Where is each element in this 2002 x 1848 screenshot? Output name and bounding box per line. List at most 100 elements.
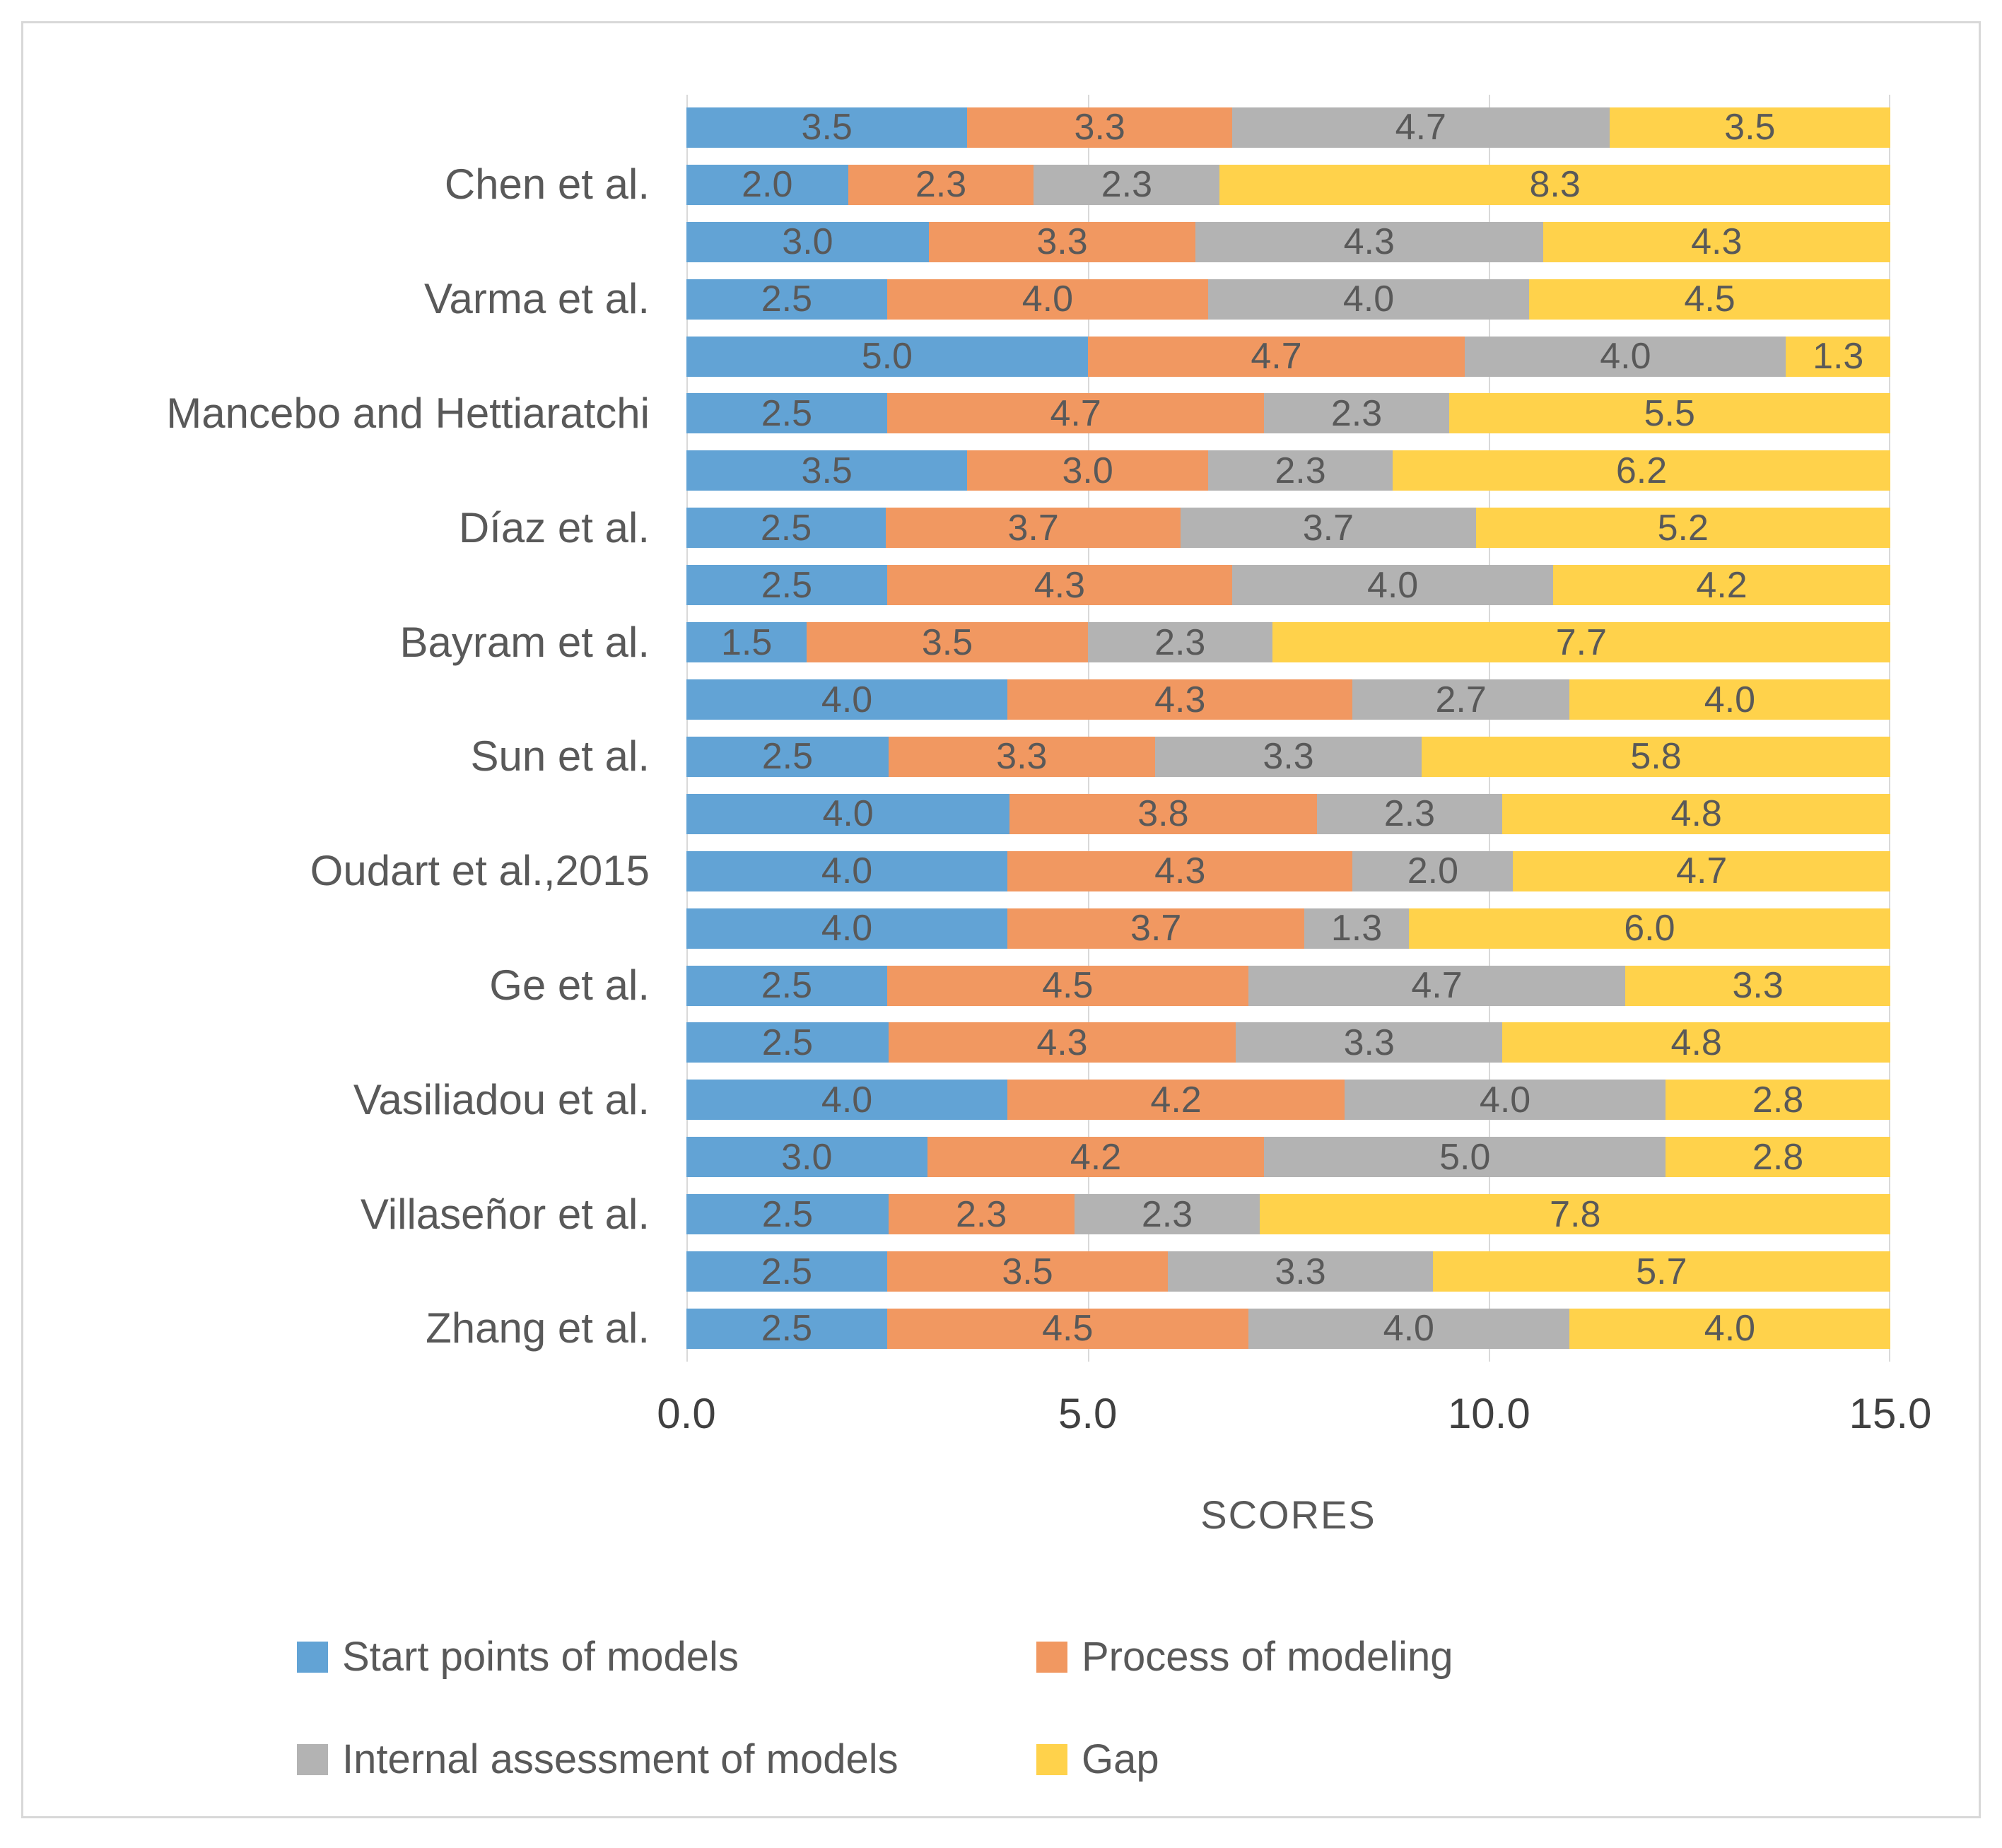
segment-value-label: 3.0 [781,1136,833,1178]
bar-segment-internal-assessment: 4.0 [1248,1308,1569,1349]
segment-value-label: 2.3 [1101,164,1153,206]
legend: Start points of models Process of modeli… [297,1633,1838,1838]
bar-segment-process: 2.3 [888,1193,1075,1235]
category-label: Mancebo and Hettiaratchi [166,389,650,437]
category-label: Zhang et al. [426,1304,650,1352]
bar-row: 5.0 4.7 4.0 1.3 [71,328,1891,385]
bar-segment-internal-assessment: 3.3 [1168,1251,1433,1292]
bar-segment-process: 3.5 [886,1251,1169,1292]
stacked-bar: 2.5 4.0 4.0 4.5 [686,279,1891,320]
segment-value-label: 4.3 [1154,679,1206,720]
bar-segment-process: 3.8 [1009,793,1317,834]
segment-value-label: 4.0 [821,850,873,892]
segment-value-label: 3.5 [1002,1251,1053,1292]
bar-segment-start-points: 2.5 [686,508,886,549]
bar-segment-internal-assessment: 2.3 [1034,164,1220,206]
stacked-bar: 3.0 3.3 4.3 4.3 [686,221,1890,263]
bar-segment-process: 4.3 [888,1022,1236,1063]
segment-value-label: 3.7 [1130,908,1182,949]
stacked-bar: 4.0 3.8 2.3 4.8 [686,793,1891,835]
bar-segment-process: 4.2 [1007,1080,1345,1121]
bar-segment-process: 3.3 [888,736,1155,778]
bar-row: 3.0 3.3 4.3 4.3 [71,214,1890,271]
segment-value-label: 2.3 [1154,621,1206,663]
bar-segment-gap: 4.3 [1543,221,1890,262]
segment-value-label: 2.5 [761,564,813,606]
bar-segment-start-points: 3.0 [686,221,929,262]
bar-segment-process: 4.7 [1087,336,1465,378]
segment-value-label: 4.0 [1704,679,1756,720]
category-label: Ge et al. [489,961,650,1010]
segment-value-label: 7.8 [1550,1193,1601,1235]
segment-value-label: 4.0 [1479,1079,1531,1121]
bar-segment-gap: 5.7 [1432,1251,1890,1292]
bar-segment-internal-assessment: 2.3 [1264,393,1449,434]
segment-value-label: 3.3 [1263,736,1314,778]
stacked-bar: 2.5 4.5 4.0 4.0 [686,1308,1891,1349]
legend-label-process: Process of modeling [1082,1634,1453,1680]
bar-segment-internal-assessment: 4.0 [1207,279,1530,320]
bar-segment-process: 4.5 [886,965,1248,1006]
stacked-bar: 2.5 3.3 3.3 5.8 [686,736,1890,778]
legend-item-process: Process of modeling [1036,1633,1453,1680]
bar-segment-process: 3.0 [967,450,1208,491]
bar-segment-process: 3.3 [967,107,1233,148]
bar-row: 2.5 3.5 3.3 5.7 [71,1243,1890,1300]
legend-label-internal-assessment: Internal assessment of models [342,1736,898,1782]
segment-value-label: 2.8 [1752,1136,1804,1178]
bar-row: Zhang et al. 2.5 4.5 4.0 4.0 [71,1300,1891,1357]
stacked-bar: 3.5 3.3 4.7 3.5 [686,107,1890,148]
bar-row: 4.0 3.8 2.3 4.8 [71,785,1891,843]
bar-segment-gap: 2.8 [1666,1136,1890,1178]
stacked-bar: 2.5 4.7 2.3 5.5 [686,393,1890,434]
bar-segment-internal-assessment: 4.0 [1344,1079,1666,1121]
segment-value-label: 4.3 [1154,850,1206,892]
bar-row: Oudart et al.,2015 4.0 4.3 2.0 4.7 [71,843,1890,900]
segment-value-label: 2.3 [1275,450,1326,491]
bar-segment-internal-assessment: 4.0 [1232,564,1554,606]
bar-segment-gap: 4.5 [1529,279,1891,320]
bar-segment-process: 4.2 [927,1137,1265,1178]
gridline-10 [1489,95,1491,1362]
bar-segment-internal-assessment: 4.7 [1248,965,1626,1006]
segment-value-label: 3.7 [1302,507,1354,549]
bar-segment-gap: 4.2 [1553,564,1890,606]
x-tick-15: 15.0 [1849,1390,1932,1437]
segment-value-label: 2.5 [761,1022,814,1063]
segment-value-label: 4.7 [1251,336,1302,378]
bar-segment-start-points: 3.5 [686,107,968,148]
bar-segment-process: 4.7 [886,393,1265,434]
segment-value-label: 2.3 [956,1193,1007,1235]
bar-segment-start-points: 4.0 [686,908,1008,949]
bar-row: Ge et al. 2.5 4.5 4.7 3.3 [71,957,1890,1014]
segment-value-label: 4.5 [1684,279,1735,320]
category-label: Chen et al. [444,160,650,209]
bar-row: Díaz et al. 2.5 3.7 3.7 5.2 [71,499,1891,556]
segment-value-label: 4.0 [821,1079,873,1121]
segment-value-label: 4.0 [822,793,874,835]
bar-segment-internal-assessment: 3.3 [1236,1022,1503,1063]
bar-segment-gap: 5.2 [1475,508,1891,549]
segment-value-label: 4.3 [1036,1022,1088,1063]
bar-segment-start-points: 4.0 [686,1079,1008,1121]
segment-value-label: 4.3 [1343,221,1395,263]
segment-value-label: 8.3 [1529,164,1581,206]
bar-row: Varma et al. 2.5 4.0 4.0 4.5 [71,271,1891,328]
legend-item-start-points: Start points of models [297,1633,1036,1680]
bar-segment-internal-assessment: 2.7 [1352,679,1569,720]
stacked-bar: 1.5 3.5 2.3 7.7 [686,621,1890,663]
segment-value-label: 4.2 [1696,564,1748,606]
legend-swatch-process-icon [1036,1641,1067,1673]
stacked-bar: 2.5 4.5 4.7 3.3 [686,965,1890,1006]
segment-value-label: 4.7 [1676,850,1728,892]
stacked-bar: 2.5 4.3 4.0 4.2 [686,564,1890,606]
segment-value-label: 3.3 [996,736,1048,778]
bar-segment-gap: 6.0 [1408,908,1891,949]
segment-value-label: 4.0 [1366,564,1419,606]
segment-value-label: 3.3 [1036,221,1088,263]
segment-value-label: 4.0 [1342,279,1395,320]
segment-value-label: 4.7 [1395,107,1446,148]
stacked-bar: 4.0 3.7 1.3 6.0 [686,908,1891,949]
bar-row: Bayram et al. 1.5 3.5 2.3 7.7 [71,614,1890,671]
legend-swatch-start-points-icon [297,1641,328,1673]
